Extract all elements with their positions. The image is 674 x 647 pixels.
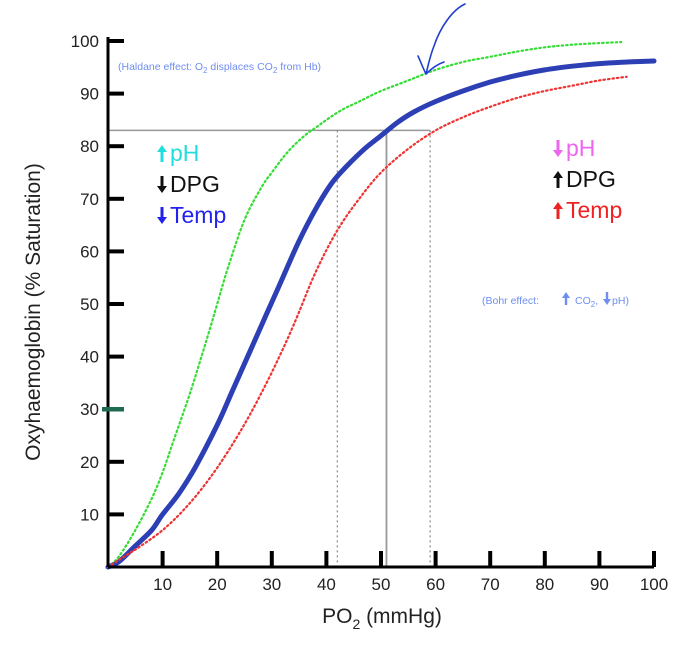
curve-right [106,75,628,569]
bohr-text-co2: CO2, [575,295,598,309]
x-tick-label: 40 [317,575,336,594]
left-legend-label: Temp [170,202,226,228]
haldane-text-sub1: 2 [203,66,208,75]
right-legend-item: DPG [553,166,616,192]
left-legend-item: DPG [157,171,220,197]
bohr-co2-subscript: 2 [591,300,596,309]
y-tick-label: 30 [80,400,99,419]
right-legend-label: DPG [566,166,616,192]
left-legend-item: Temp [157,202,226,228]
up-arrow-icon [553,171,563,188]
axes [106,37,654,569]
left-shift-legend: pH DPG Temp [157,140,226,228]
y-tick-label: 10 [80,505,99,524]
bohr-annotation: (Bohr effect: CO2, pH) [482,292,629,309]
right-legend-label: pH [566,135,595,161]
down-arrow-icon [157,176,167,193]
x-tick-label: 80 [535,575,554,594]
y-tick-label: 50 [80,295,99,314]
up-arrow-icon [157,145,167,162]
x-tick-label: 90 [590,575,609,594]
haldane-text-sub2: 2 [273,66,278,75]
right-legend-label: Temp [566,197,622,223]
left-legend-item: pH [157,140,199,166]
y-tick-label: 100 [71,32,99,51]
left-legend-label: DPG [170,171,220,197]
y-tick-label: 60 [80,242,99,261]
right-shift-legend: pH DPG Temp [553,135,622,223]
x-axis-label: PO2 (mmHg) [322,605,442,632]
x-tick-label: 100 [640,575,668,594]
y-tick-label: 20 [80,453,99,472]
bohr-ph: pH [612,295,625,307]
bohr-co2: CO [575,295,591,307]
haldane-annotation: (Haldane effect: O2 displaces CO2 from H… [118,61,321,75]
bohr-text-ph: pH) [612,295,629,307]
y-tick-label: 40 [80,348,99,367]
haldane-text-pre: (Haldane effect: O [118,61,203,73]
y-axis-label: Oxyhaemoglobin (% Saturation) [22,163,45,461]
bohr-sep: , [595,295,598,307]
x-tick-label: 60 [426,575,445,594]
bohr-down-arrow-icon [603,292,611,305]
right-legend-item: Temp [553,197,622,223]
x-axis-label-main: PO [322,605,352,628]
x-tick-label: 50 [372,575,391,594]
right-legend-item: pH [553,135,595,161]
x-tick-label: 70 [481,575,500,594]
ticks: 10 20 30 40 50 60 70 80 90 100 10 20 30 40 50 60 70 80 90 1… [71,32,669,594]
haldane-text-post: from Hb) [277,61,321,73]
x-axis-label-subscript: 2 [352,616,360,632]
y-tick-label: 90 [80,85,99,104]
x-tick-label: 20 [208,575,227,594]
left-legend-label: pH [170,140,199,166]
bohr-up-arrow-icon [562,292,570,305]
x-tick-label: 10 [153,575,172,594]
reference-lines [108,129,431,567]
pen-mark-arrow-icon [417,3,466,75]
bohr-text-post: ) [625,295,629,307]
x-axis-label-unit: (mmHg) [360,605,442,628]
curves [105,41,657,570]
down-arrow-icon [553,140,563,157]
down-arrow-icon [157,207,167,224]
curve-left [106,41,623,569]
x-tick-label: 30 [262,575,281,594]
up-arrow-icon [553,202,563,219]
haldane-text-mid: displaces CO [207,61,272,73]
bohr-text-pre: (Bohr effect: [482,295,539,307]
y-tick-label: 70 [80,190,99,209]
curve-normal [105,58,657,570]
y-tick-label: 80 [80,137,99,156]
